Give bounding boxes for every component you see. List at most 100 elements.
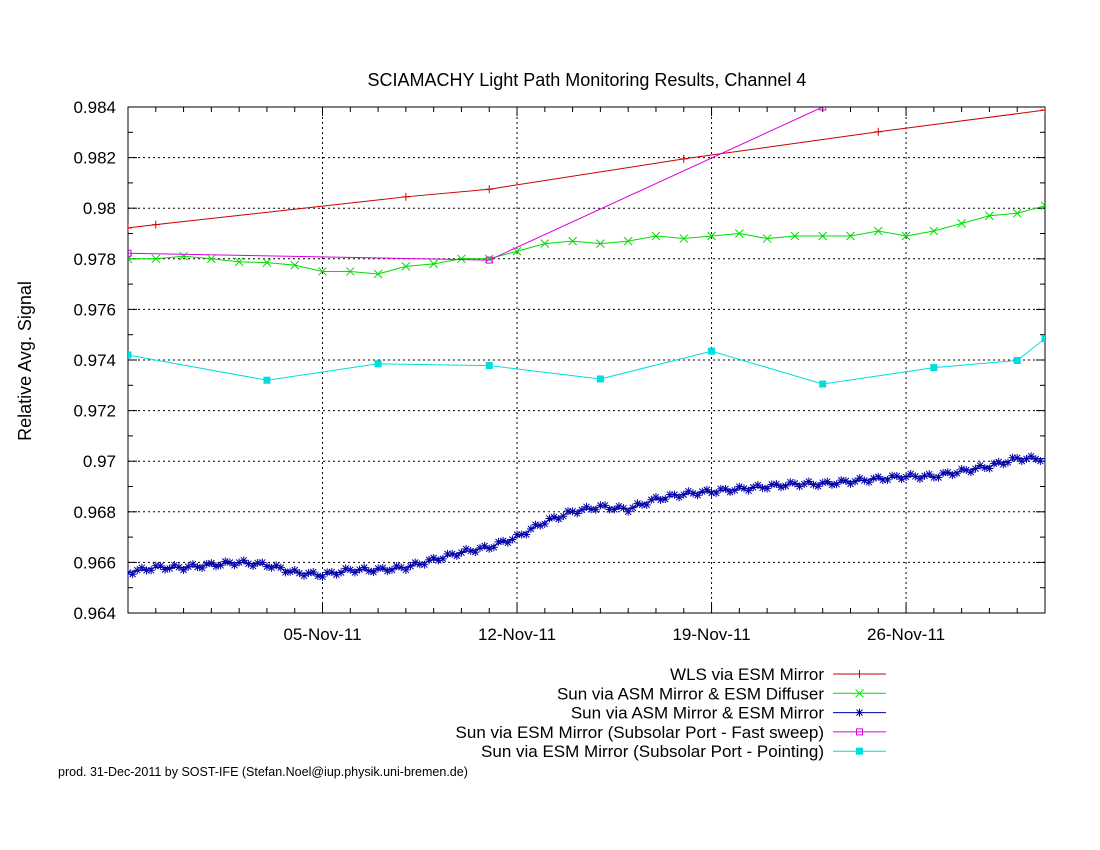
series (128, 452, 1045, 581)
data-point (299, 571, 308, 580)
data-point (827, 480, 836, 489)
data-point (925, 470, 934, 479)
data-point (401, 192, 410, 201)
data-point (429, 259, 439, 269)
data-point (480, 541, 489, 550)
data-point (573, 509, 582, 518)
data-point (929, 226, 939, 236)
data-point (188, 560, 197, 569)
series (128, 334, 1045, 388)
footer-credit: prod. 31-Dec-2011 by SOST-IFE (Stefan.No… (58, 765, 468, 779)
data-point (345, 267, 355, 276)
data-point (128, 223, 132, 232)
data-point (369, 568, 378, 577)
data-point (819, 380, 827, 388)
data-point (865, 478, 874, 487)
data-point (753, 480, 762, 489)
data-point (540, 519, 549, 528)
data-point (438, 554, 447, 563)
data-point (378, 563, 387, 572)
data-point (901, 231, 911, 241)
data-point (374, 360, 382, 368)
data-point (744, 486, 753, 495)
data-point (892, 471, 901, 480)
data-point (702, 485, 711, 494)
y-tick-label: 0.984 (73, 98, 116, 117)
data-point (619, 504, 628, 513)
data-point (151, 254, 161, 264)
data-point (207, 559, 216, 568)
data-point (915, 474, 924, 483)
data-point (503, 538, 512, 547)
x-tick-label: 12-Nov-11 (478, 625, 556, 644)
data-point (943, 468, 952, 477)
data-point (174, 563, 183, 572)
data-point (577, 505, 586, 514)
data-point (790, 479, 799, 488)
data-point (397, 563, 406, 572)
series-line (128, 205, 1045, 275)
legend-label: WLS via ESM Mirror (670, 665, 824, 684)
data-point (874, 127, 883, 136)
axis-layer: 0.964 0.966 0.968 0.97 0.972 0.974 0.976 0.978 0… (73, 98, 1046, 644)
data-point (485, 185, 494, 194)
y-tick-label: 0.98 (83, 199, 116, 218)
data-point (350, 568, 359, 577)
data-point (795, 482, 804, 491)
data-point (318, 267, 327, 276)
data-point (610, 505, 619, 514)
data-point (262, 258, 272, 267)
y-tick-label: 0.974 (73, 351, 116, 370)
y-tick-label: 0.978 (73, 250, 116, 269)
data-point (262, 562, 271, 571)
legend-label: Sun via ESM Mirror (Subsolar Port - Fast… (456, 723, 824, 742)
data-point (230, 561, 239, 570)
data-point (874, 472, 883, 481)
y-tick-label: 0.97 (83, 452, 116, 471)
chart-title: SCIAMACHY Light Path Monitoring Results,… (368, 70, 807, 90)
series-line (128, 338, 1045, 385)
data-point (976, 461, 985, 470)
data-point (452, 551, 461, 560)
y-tick-label: 0.976 (73, 300, 116, 319)
series-line (128, 109, 1045, 229)
data-point (851, 477, 860, 486)
data-point (670, 490, 679, 499)
data-point (290, 260, 300, 270)
series (128, 107, 1045, 232)
data-point (249, 562, 258, 571)
data-point (1040, 201, 1045, 211)
data-point (873, 226, 883, 236)
data-point (994, 457, 1003, 466)
data-point (489, 543, 498, 552)
data-point (1013, 453, 1022, 462)
data-point (137, 563, 146, 572)
y-tick-label: 0.972 (73, 402, 116, 421)
data-point (128, 249, 132, 257)
data-point (485, 256, 493, 264)
data-point (165, 564, 174, 573)
legend-label: Sun via ASM Mirror & ESM Mirror (571, 704, 824, 723)
data-point (856, 747, 863, 755)
legend-label: Sun via ASM Mirror & ESM Diffuser (557, 684, 824, 703)
y-tick-label: 0.982 (73, 149, 116, 168)
data-point (568, 236, 577, 246)
y-axis-label: Relative Avg. Signal (15, 281, 35, 441)
data-point (1013, 357, 1021, 365)
data-point (225, 558, 234, 567)
x-tick-label: 19-Nov-11 (672, 625, 750, 644)
legend-label: Sun via ESM Mirror (Subsolar Port - Poin… (481, 742, 824, 761)
data-point (846, 231, 855, 241)
data-point (554, 514, 563, 523)
data-point (762, 234, 772, 243)
data-point (485, 544, 494, 553)
data-point (360, 563, 369, 572)
grid-layer (128, 107, 1045, 613)
data-point (1041, 334, 1045, 342)
data-point (902, 473, 911, 482)
data-point (623, 236, 633, 246)
data-point (855, 708, 864, 717)
data-point (679, 154, 688, 163)
data-point (133, 566, 142, 575)
